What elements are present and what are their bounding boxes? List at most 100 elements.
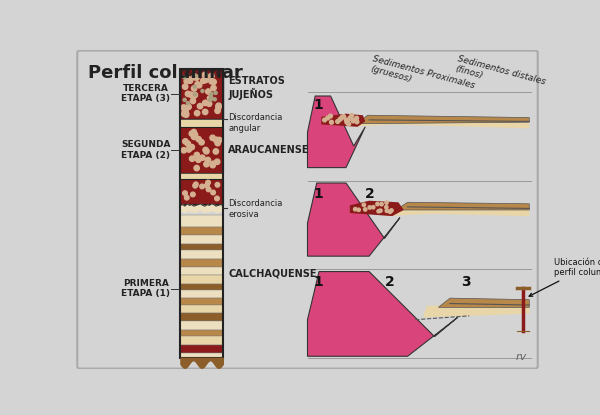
Polygon shape	[308, 96, 365, 168]
Circle shape	[214, 137, 219, 143]
Circle shape	[206, 180, 211, 185]
Circle shape	[194, 165, 199, 171]
Text: TERCERA
ETAPA (3): TERCERA ETAPA (3)	[121, 84, 170, 103]
Circle shape	[351, 118, 355, 122]
Circle shape	[347, 122, 350, 126]
Circle shape	[209, 78, 214, 84]
Bar	[181, 267, 223, 275]
Circle shape	[182, 191, 187, 195]
Circle shape	[190, 98, 196, 104]
Circle shape	[364, 208, 367, 211]
Circle shape	[203, 100, 208, 105]
Circle shape	[323, 118, 326, 122]
Circle shape	[338, 117, 342, 121]
Circle shape	[183, 110, 188, 116]
Text: SEGUNDA
ETAPA (2): SEGUNDA ETAPA (2)	[121, 140, 170, 160]
Circle shape	[351, 119, 355, 123]
Circle shape	[215, 196, 220, 201]
Circle shape	[342, 115, 346, 119]
Circle shape	[216, 103, 221, 108]
Text: 2: 2	[385, 276, 394, 289]
Circle shape	[184, 195, 189, 200]
Circle shape	[211, 85, 216, 91]
Bar	[181, 179, 223, 204]
Circle shape	[201, 90, 204, 93]
Bar	[181, 69, 223, 119]
Polygon shape	[207, 69, 212, 75]
Polygon shape	[308, 271, 458, 356]
Text: Sedimentos distales
(finos): Sedimentos distales (finos)	[454, 54, 547, 96]
Bar	[181, 284, 223, 290]
Circle shape	[211, 190, 215, 195]
Circle shape	[206, 187, 211, 192]
Bar	[181, 173, 223, 179]
Circle shape	[194, 74, 197, 77]
Circle shape	[200, 155, 205, 161]
Circle shape	[329, 120, 334, 124]
Circle shape	[188, 92, 193, 98]
Circle shape	[194, 152, 200, 158]
Bar	[181, 336, 223, 345]
Circle shape	[194, 182, 198, 187]
Bar	[181, 259, 223, 267]
Circle shape	[217, 137, 222, 143]
Text: 1: 1	[314, 276, 323, 289]
Circle shape	[355, 120, 359, 124]
Text: ESTRATOS
JUJEÑOS: ESTRATOS JUJEÑOS	[228, 76, 285, 100]
Circle shape	[350, 114, 353, 117]
Polygon shape	[196, 69, 202, 75]
Circle shape	[191, 86, 197, 91]
Circle shape	[208, 95, 213, 101]
Circle shape	[355, 116, 359, 120]
Text: 1: 1	[314, 98, 323, 112]
Circle shape	[210, 162, 215, 168]
Circle shape	[385, 201, 388, 204]
Bar	[181, 127, 223, 173]
Bar	[181, 215, 223, 227]
Circle shape	[215, 138, 221, 143]
Polygon shape	[212, 69, 218, 75]
Circle shape	[187, 77, 192, 82]
Circle shape	[182, 111, 187, 117]
Bar	[181, 353, 223, 358]
Circle shape	[209, 73, 214, 79]
Circle shape	[181, 148, 187, 153]
Polygon shape	[358, 115, 529, 124]
Polygon shape	[350, 201, 404, 216]
Circle shape	[187, 78, 193, 83]
Circle shape	[190, 156, 195, 161]
Polygon shape	[385, 205, 529, 216]
Circle shape	[193, 183, 197, 188]
Circle shape	[192, 93, 197, 98]
Circle shape	[204, 149, 209, 154]
Circle shape	[340, 115, 344, 119]
Bar	[181, 119, 223, 127]
Circle shape	[185, 141, 191, 146]
Circle shape	[181, 105, 187, 110]
Circle shape	[182, 139, 188, 144]
Text: Discordancia
erosiva: Discordancia erosiva	[228, 200, 283, 219]
Circle shape	[187, 102, 190, 105]
Circle shape	[182, 84, 188, 89]
Circle shape	[195, 82, 200, 87]
Circle shape	[189, 144, 194, 150]
Polygon shape	[350, 117, 529, 128]
Circle shape	[194, 75, 199, 81]
Polygon shape	[308, 183, 400, 256]
Circle shape	[216, 105, 221, 110]
Polygon shape	[191, 69, 196, 75]
Circle shape	[196, 157, 201, 162]
Circle shape	[191, 192, 195, 197]
Circle shape	[196, 83, 202, 88]
Circle shape	[189, 131, 194, 136]
Circle shape	[205, 183, 209, 188]
Circle shape	[205, 157, 211, 163]
Circle shape	[183, 107, 188, 112]
Circle shape	[203, 78, 208, 83]
Circle shape	[191, 134, 197, 139]
Bar	[181, 345, 223, 353]
Circle shape	[211, 79, 217, 85]
Text: Discordancia
angular: Discordancia angular	[228, 113, 283, 133]
Circle shape	[183, 98, 186, 101]
Circle shape	[385, 205, 388, 209]
